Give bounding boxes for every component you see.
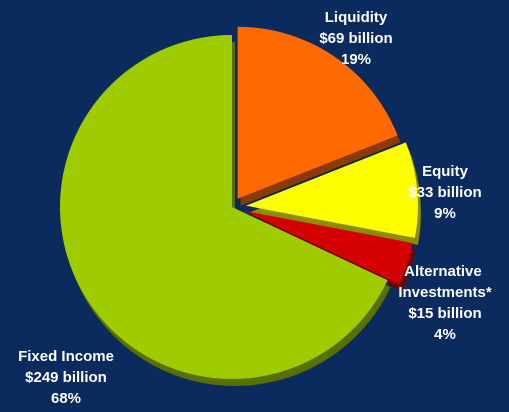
value-label: 4% bbox=[434, 326, 456, 343]
amount-label: $249 billion bbox=[25, 369, 107, 386]
slice-label: Fixed Income $249 billion 68% bbox=[18, 348, 114, 407]
amount-label: $69 billion bbox=[319, 30, 392, 47]
category-label: Equity bbox=[422, 163, 468, 180]
amount-label: $15 billion bbox=[408, 305, 481, 322]
category-label: Alternative Investments* bbox=[398, 263, 492, 301]
slice bbox=[237, 26, 398, 199]
value-label: 68% bbox=[51, 390, 81, 407]
slice bbox=[60, 35, 388, 379]
category-label: Fixed Income bbox=[18, 348, 114, 365]
value-label: 9% bbox=[434, 205, 456, 222]
slice-label: Alternative Investments* $15 billion 4% bbox=[398, 263, 492, 343]
slice bbox=[245, 142, 418, 238]
slice-label: Equity $33 billion 9% bbox=[408, 163, 481, 222]
slice bbox=[243, 210, 413, 284]
slice-label: Liquidity $69 billion 19% bbox=[319, 9, 392, 68]
value-label: 19% bbox=[341, 51, 371, 68]
category-label-line: Investments* bbox=[398, 284, 492, 301]
category-label: Liquidity bbox=[325, 9, 388, 26]
amount-label: $33 billion bbox=[408, 184, 481, 201]
category-label-line: Alternative bbox=[404, 263, 486, 280]
